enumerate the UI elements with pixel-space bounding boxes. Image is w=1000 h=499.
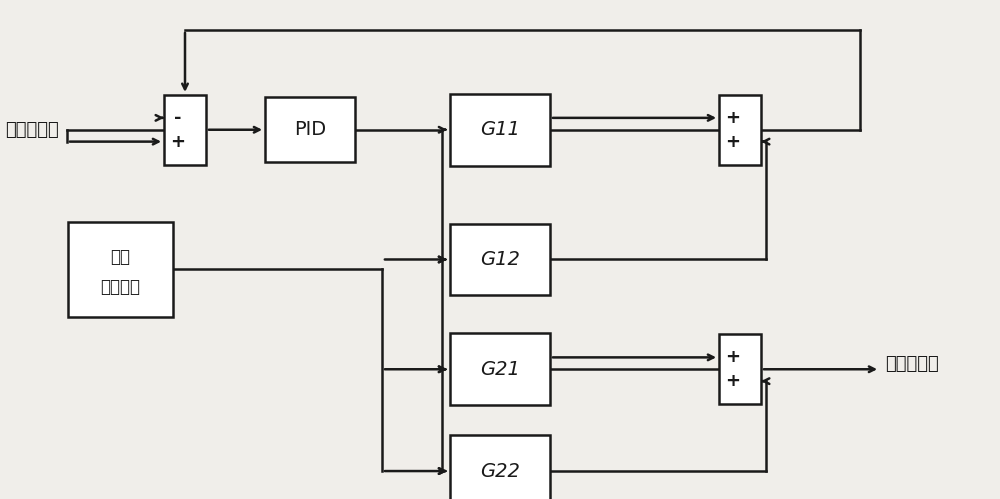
Text: +: +	[725, 348, 740, 366]
Text: 压力设定值: 压力设定值	[885, 355, 939, 373]
Text: G12: G12	[480, 250, 520, 269]
Text: 主控前馈: 主控前馈	[100, 278, 140, 296]
Text: G21: G21	[480, 360, 520, 379]
Bar	[265, 97, 355, 162]
Text: 负荷设定值: 负荷设定值	[5, 121, 59, 139]
Bar	[450, 224, 550, 295]
Bar	[450, 333, 550, 405]
Bar	[719, 95, 761, 165]
Text: G22: G22	[480, 462, 520, 481]
Text: -: -	[174, 109, 181, 127]
Text: PID: PID	[294, 120, 326, 139]
Bar	[450, 435, 550, 499]
Bar	[68, 222, 173, 317]
Text: G11: G11	[480, 120, 520, 139]
Text: +: +	[725, 133, 740, 151]
Bar	[719, 334, 761, 404]
Bar	[164, 95, 206, 165]
Text: +: +	[170, 133, 185, 151]
Bar	[450, 94, 550, 166]
Text: 锅炉: 锅炉	[110, 249, 130, 266]
Text: +: +	[725, 109, 740, 127]
Text: +: +	[725, 372, 740, 390]
